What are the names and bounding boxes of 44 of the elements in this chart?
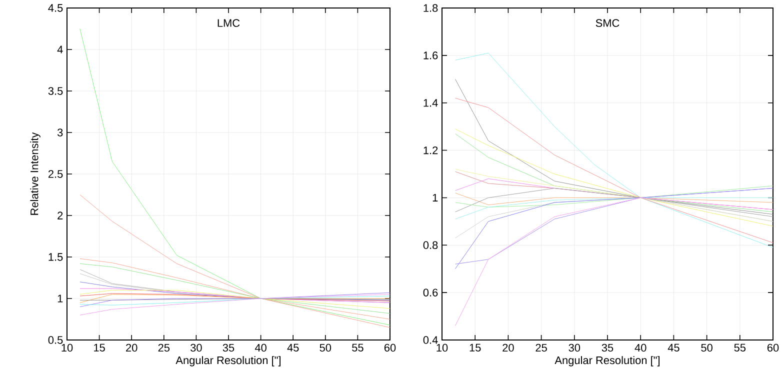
x-axis-title: Angular Resolution ["] xyxy=(176,356,281,366)
x-tick-label: 20 xyxy=(502,344,514,352)
y-tick-label: 1 xyxy=(58,294,63,302)
y-axis-title: Relative Intensity xyxy=(30,132,40,215)
x-tick-label: 25 xyxy=(158,344,170,352)
y-tick-label: 1.6 xyxy=(424,52,438,60)
x-tick-label: 45 xyxy=(287,344,299,352)
x-tick-label: 60 xyxy=(767,344,779,352)
x-tick-label: 30 xyxy=(568,344,580,352)
x-tick-label: 35 xyxy=(222,344,234,352)
x-tick-label: 35 xyxy=(602,344,614,352)
y-tick-label: 3 xyxy=(57,128,63,136)
x-tick-label: 40 xyxy=(254,344,266,352)
y-tick-label: 2 xyxy=(58,212,63,220)
y-tick-label: 0.6 xyxy=(423,288,438,296)
x-tick-label: 20 xyxy=(126,344,138,352)
x-tick-label: 50 xyxy=(701,344,712,352)
x-tick-label: 40 xyxy=(634,344,646,352)
y-tick-label: 3.5 xyxy=(48,87,63,95)
x-tick-label: 10 xyxy=(436,344,448,352)
x-tick-label: 15 xyxy=(470,344,481,352)
y-tick-label: 1.2 xyxy=(424,146,438,154)
x-tick-label: 45 xyxy=(668,344,680,352)
y-tick-label: 2.5 xyxy=(48,170,63,178)
x-axis-title: Angular Resolution ["] xyxy=(554,356,660,366)
y-tick-label: 1.5 xyxy=(48,253,63,261)
y-tick-label: 0.5 xyxy=(48,336,63,344)
x-tick-label: 50 xyxy=(320,344,332,352)
y-tick-label: 0.4 xyxy=(423,336,438,344)
x-tick-label: 30 xyxy=(190,344,202,352)
y-tick-label: 0.8 xyxy=(423,241,438,250)
y-tick-label: 1.8 xyxy=(424,4,438,12)
y-tick-label: 1 xyxy=(432,194,438,202)
y-tick-label: 4.5 xyxy=(48,4,63,12)
x-tick-label: 25 xyxy=(536,344,547,352)
text: SMC xyxy=(596,19,620,27)
x-tick-label: 55 xyxy=(734,344,746,352)
x-tick-label: 55 xyxy=(352,344,364,352)
x-tick-label: 60 xyxy=(384,344,396,352)
x-tick-label: 10 xyxy=(62,344,73,352)
y-tick-label: 4 xyxy=(57,46,63,54)
text: LMC xyxy=(218,19,240,27)
y-tick-label: 1.4 xyxy=(424,99,438,107)
x-tick-label: 15 xyxy=(94,344,105,352)
